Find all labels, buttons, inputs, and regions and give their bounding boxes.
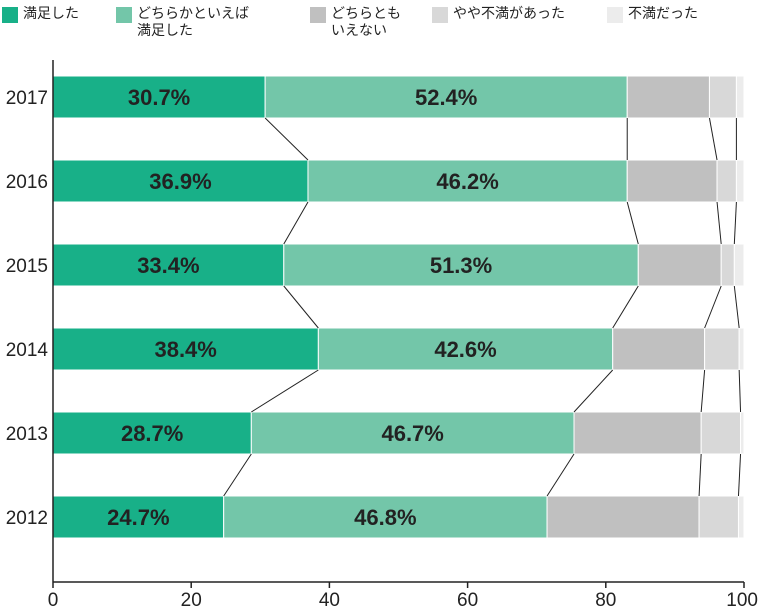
category-label: 2015 xyxy=(6,256,48,277)
bar-segment xyxy=(612,327,706,371)
connector-line xyxy=(283,201,309,245)
data-label: 38.4% xyxy=(154,337,216,362)
chart-legend: 満足した どちらかといえば 満足した どちらとも いえない やや不満があった 不満だった xyxy=(0,4,762,44)
x-tick-label: 40 xyxy=(319,590,340,610)
connector-line xyxy=(573,369,614,413)
bar-segment xyxy=(626,75,710,119)
bar-segment xyxy=(740,411,745,455)
bar-segment xyxy=(704,327,740,371)
legend-swatch xyxy=(310,7,326,23)
bar-segment xyxy=(223,495,548,539)
x-tick-label: 100 xyxy=(726,590,758,610)
category-label: 2013 xyxy=(6,424,48,445)
legend-item: どちらかといえば 満足した xyxy=(116,6,249,40)
connector-line xyxy=(733,201,737,245)
legend-swatch xyxy=(116,7,132,23)
bar-segment xyxy=(698,495,739,539)
connector-line xyxy=(546,453,575,497)
legend-item: どちらとも いえない xyxy=(310,6,401,40)
connector-line xyxy=(612,285,639,329)
connector-line xyxy=(733,285,740,329)
category-label: 2014 xyxy=(6,340,49,361)
legend-label: 満足した xyxy=(23,6,79,22)
data-label: 24.7% xyxy=(107,505,169,530)
bar-segment xyxy=(317,327,614,371)
data-label: 46.2% xyxy=(436,169,498,194)
connector-line xyxy=(264,117,309,161)
data-label: 51.3% xyxy=(430,253,492,278)
legend-swatch xyxy=(607,7,623,23)
bar-segment xyxy=(626,159,718,203)
data-label: 52.4% xyxy=(415,85,477,110)
data-label: 42.6% xyxy=(434,337,496,362)
connector-line xyxy=(283,285,319,329)
data-label: 46.8% xyxy=(354,505,416,530)
bar-segment xyxy=(738,327,745,371)
category-label: 2012 xyxy=(6,508,48,529)
bar-segment xyxy=(720,243,735,287)
connector-line xyxy=(223,453,252,497)
x-tick-label: 0 xyxy=(48,590,59,610)
connector-line xyxy=(698,453,702,497)
connector-line xyxy=(737,453,742,497)
connector-line xyxy=(738,369,742,413)
bar-segment xyxy=(716,159,737,203)
bar-segment xyxy=(708,75,737,119)
bar-segment xyxy=(573,411,702,455)
x-tick-label: 60 xyxy=(457,590,478,610)
legend-swatch xyxy=(432,7,448,23)
data-label: 30.7% xyxy=(128,85,190,110)
bar-segment xyxy=(264,75,628,119)
category-label: 2016 xyxy=(6,172,48,193)
bar-segment xyxy=(546,495,700,539)
data-label: 33.4% xyxy=(137,253,199,278)
bar-segment xyxy=(735,75,745,119)
bar-segment xyxy=(733,243,745,287)
connector-line xyxy=(700,369,706,413)
connector-line xyxy=(704,285,722,329)
legend-item: 満足した xyxy=(2,6,79,23)
legend-label: どちらとも いえない xyxy=(331,6,401,39)
bar-segment xyxy=(52,495,225,539)
legend-swatch xyxy=(2,7,18,23)
legend-label: どちらかといえば 満足した xyxy=(137,6,249,39)
legend-label: やや不満があった xyxy=(453,6,565,22)
data-label: 46.7% xyxy=(381,421,443,446)
x-tick-label: 80 xyxy=(595,590,616,610)
data-label: 36.9% xyxy=(149,169,211,194)
legend-label: 不満だった xyxy=(628,6,698,22)
category-label: 2017 xyxy=(6,88,48,109)
connector-line xyxy=(626,201,639,245)
legend-item: やや不満があった xyxy=(432,6,565,23)
connector-line xyxy=(716,201,722,245)
bar-segment xyxy=(637,243,722,287)
bar-segment xyxy=(737,495,745,539)
connector-line xyxy=(251,369,319,413)
bar-segment xyxy=(735,159,745,203)
x-tick-label: 20 xyxy=(181,590,202,610)
bar-segment xyxy=(250,411,575,455)
legend-item: 不満だった xyxy=(607,6,698,23)
bar-segment xyxy=(700,411,742,455)
bar-segment xyxy=(52,159,309,203)
bar-segment xyxy=(52,411,252,455)
connector-line xyxy=(708,117,718,161)
data-label: 28.7% xyxy=(121,421,183,446)
bar-segment xyxy=(283,243,639,287)
